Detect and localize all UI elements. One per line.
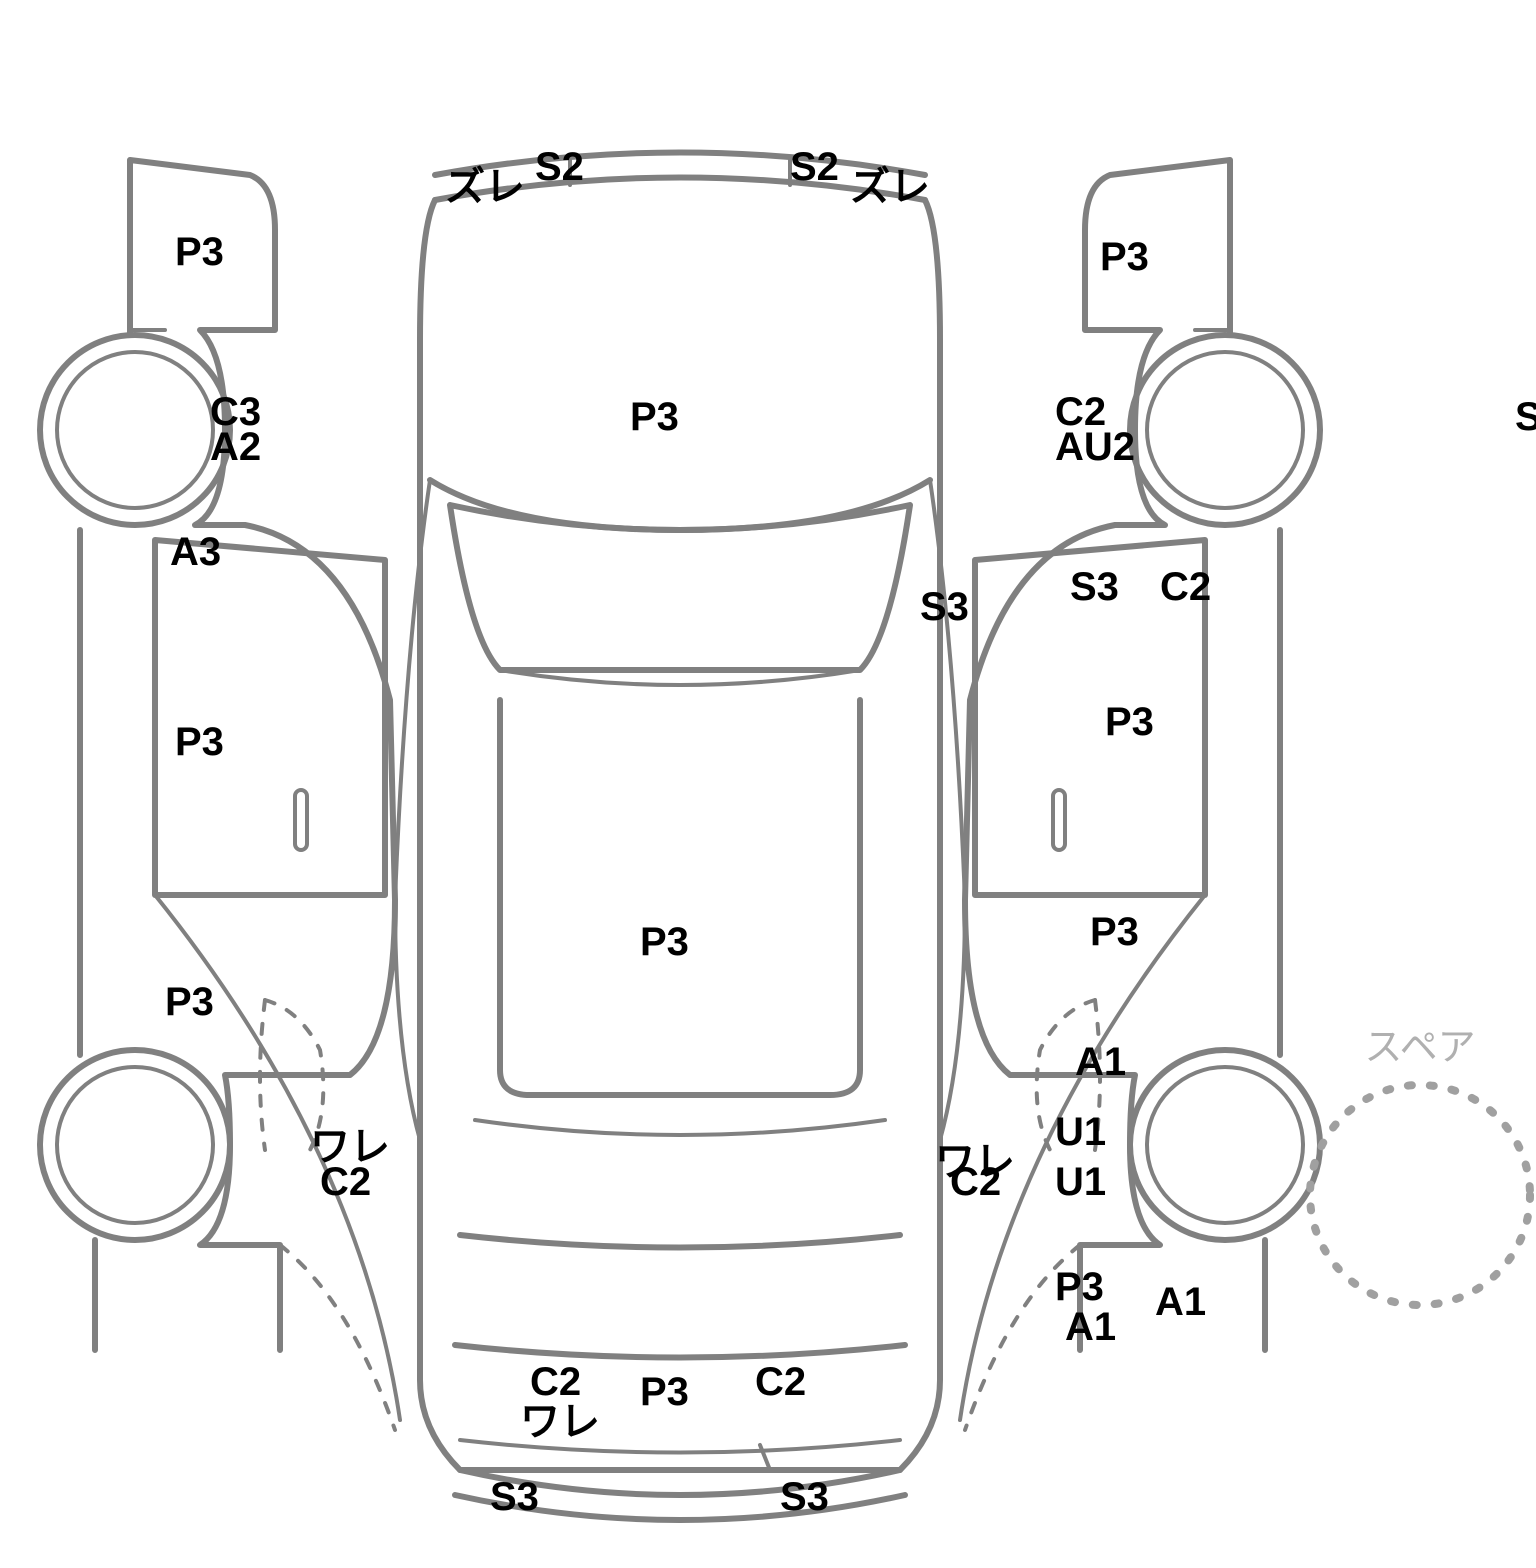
- damage-code-label: P3: [1100, 235, 1149, 279]
- damage-code-label: C2: [320, 1160, 371, 1204]
- damage-code-labels: ズレS2S2ズレP3P3C3A2C2AU2P3A3S3S3C2P3P3P3P3P…: [165, 145, 1536, 1519]
- damage-code-label: P3: [1055, 1265, 1104, 1309]
- damage-code-label: S: [1515, 395, 1536, 439]
- spare-tire: スペア: [1364, 1027, 1475, 1069]
- damage-code-label: S3: [920, 585, 969, 629]
- damage-code-label: A2: [210, 425, 261, 469]
- spare-tire-label: スペア: [1364, 1027, 1475, 1069]
- damage-code-label: P3: [175, 230, 224, 274]
- damage-code-label: P3: [165, 980, 214, 1024]
- car-right-side-view: [1053, 790, 1065, 850]
- damage-code-label: S2: [790, 145, 839, 189]
- damage-code-label: A3: [170, 530, 221, 574]
- damage-code-label: S3: [1070, 565, 1119, 609]
- damage-code-label: S3: [780, 1475, 829, 1519]
- damage-code-label: A1: [1065, 1305, 1116, 1349]
- damage-code-label: C2: [755, 1360, 806, 1404]
- damage-code-label: AU2: [1055, 425, 1135, 469]
- damage-code-label: U1: [1055, 1160, 1106, 1204]
- damage-code-label: P3: [630, 395, 679, 439]
- damage-code-label: ズレ: [850, 165, 930, 209]
- car-left-side-view: [295, 790, 307, 850]
- damage-code-label: ズレ: [445, 165, 525, 209]
- damage-code-label: P3: [640, 1370, 689, 1414]
- damage-code-label: U1: [1055, 1110, 1106, 1154]
- damage-code-label: P3: [640, 920, 689, 964]
- damage-code-label: S3: [490, 1475, 539, 1519]
- damage-code-label: C2: [1160, 565, 1211, 609]
- damage-code-label: ワレ: [520, 1400, 600, 1444]
- damage-code-label: P3: [175, 720, 224, 764]
- damage-code-label: S2: [535, 145, 584, 189]
- damage-code-label: P3: [1105, 700, 1154, 744]
- damage-code-label: A1: [1155, 1280, 1206, 1324]
- damage-code-label: P3: [1090, 910, 1139, 954]
- damage-code-label: A1: [1075, 1040, 1126, 1084]
- damage-code-label: C2: [530, 1360, 581, 1404]
- damage-code-label: C2: [950, 1160, 1001, 1204]
